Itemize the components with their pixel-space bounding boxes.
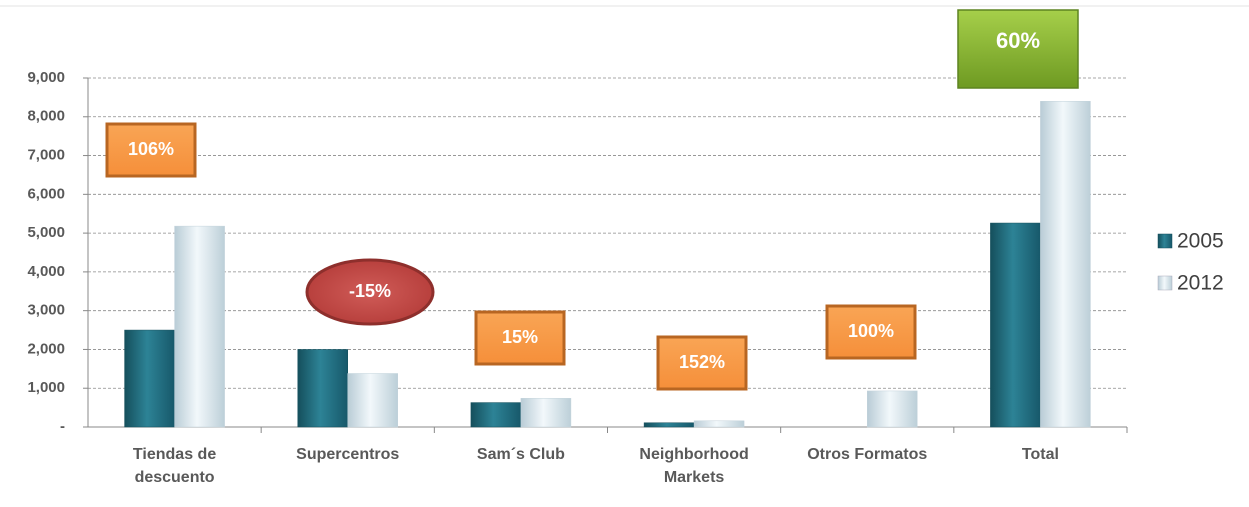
annotation-shape xyxy=(105,122,197,178)
legend-label: 2012 xyxy=(1177,272,1224,295)
y-tick-label: 5,000 xyxy=(27,224,65,241)
legend-swatch xyxy=(1157,233,1173,249)
annotation: -15% xyxy=(349,281,391,301)
x-tick-label: Sam´s Club xyxy=(476,446,565,463)
x-tick-label: Neighborhood Markets xyxy=(639,446,749,486)
y-tick-label: 4,000 xyxy=(27,263,65,280)
bar xyxy=(297,349,348,428)
y-tick-label: - xyxy=(60,418,65,435)
x-tick-label: Otros Formatos xyxy=(807,446,928,463)
bar xyxy=(347,373,398,428)
annotation: 15% xyxy=(502,327,538,347)
bar xyxy=(990,222,1041,428)
y-tick-label: 9,000 xyxy=(27,69,65,86)
x-tick-label: Supercentros xyxy=(296,446,400,463)
bar xyxy=(1040,101,1091,428)
annotation-shape xyxy=(305,258,435,326)
legend-swatch xyxy=(1157,275,1173,291)
y-tick-label: 6,000 xyxy=(27,185,65,202)
y-tick-label: 7,000 xyxy=(27,147,65,164)
bar xyxy=(693,420,745,428)
annotation-shape xyxy=(474,310,566,366)
y-tick-label: 1,000 xyxy=(27,379,65,396)
bar xyxy=(124,329,175,428)
annotation: 152% xyxy=(679,352,725,372)
bar xyxy=(643,422,695,428)
bar xyxy=(470,402,522,428)
annotation: 100% xyxy=(848,321,894,341)
y-tick-label: 2,000 xyxy=(27,340,65,357)
y-tick-label: 3,000 xyxy=(27,302,65,319)
annotation: 60% xyxy=(996,28,1040,53)
bar xyxy=(867,390,918,428)
annotation-shape xyxy=(825,304,917,360)
x-tick-label: Total xyxy=(1021,446,1059,463)
annotation-shape xyxy=(957,9,1079,89)
legend-label: 2005 xyxy=(1177,230,1224,253)
bar xyxy=(174,225,225,428)
x-tick-label: Tiendas de descuento xyxy=(132,446,217,486)
annotation: 106% xyxy=(128,139,174,159)
annotation-shape xyxy=(656,335,748,391)
y-tick-label: 8,000 xyxy=(27,108,65,125)
bar xyxy=(520,398,572,428)
